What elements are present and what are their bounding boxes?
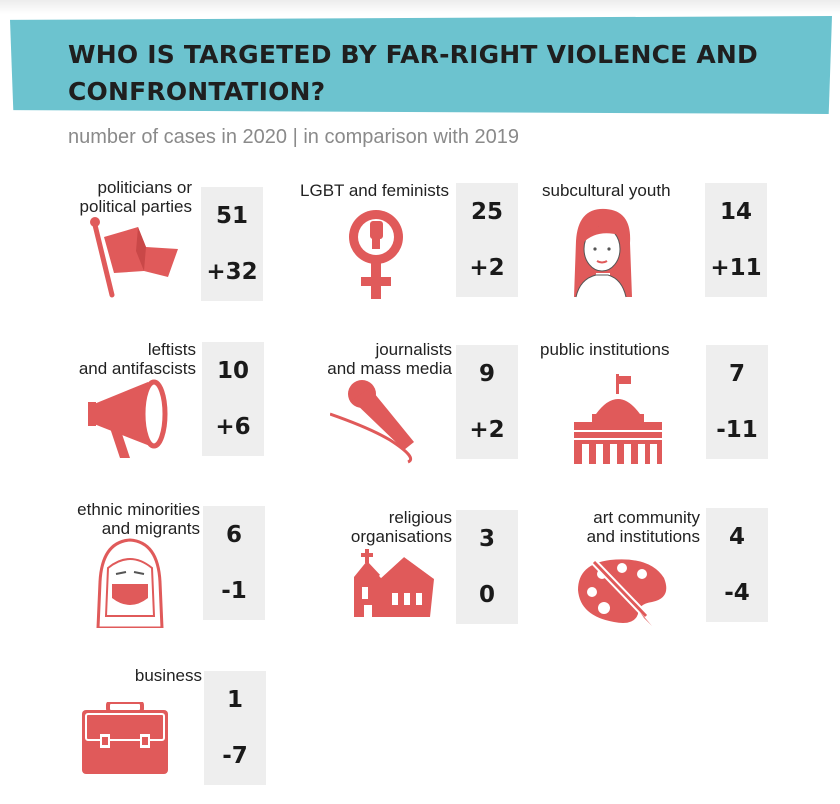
group-label-youth: subcultural youth xyxy=(542,181,671,200)
count-business: 1 xyxy=(204,671,266,729)
change-politicians: +32 xyxy=(201,243,263,301)
headscarf-woman-icon xyxy=(96,538,164,628)
briefcase-icon xyxy=(82,702,168,774)
count-journalists: 9 xyxy=(456,345,518,403)
count-art-community: 4 xyxy=(706,508,768,566)
group-label-art-community: art community and institutions xyxy=(586,508,700,546)
change-youth: +11 xyxy=(705,239,767,297)
group-label-lgbt: LGBT and feminists xyxy=(300,181,449,200)
group-label-leftists: leftists and antifascists xyxy=(78,340,196,378)
group-label-politicians: politicians or political parties xyxy=(79,178,192,216)
change-art-community: -4 xyxy=(706,564,768,622)
page-subtitle: number of cases in 2020 | in comparison … xyxy=(68,126,520,148)
count-youth: 14 xyxy=(705,183,767,241)
count-public-institutions: 7 xyxy=(706,345,768,403)
group-label-public-institutions: public institutions xyxy=(540,340,670,359)
group-label-religious: religious organisations xyxy=(350,508,452,546)
count-leftists: 10 xyxy=(202,342,264,400)
youth-person-icon xyxy=(574,208,632,298)
count-ethnic-minorities: 6 xyxy=(203,506,265,564)
group-label-journalists: journalists and mass media xyxy=(327,340,452,378)
church-icon xyxy=(354,549,435,617)
page-title: WHO IS TARGETED BY FAR-RIGHT VIOLENCE AN… xyxy=(68,40,758,106)
change-lgbt: +2 xyxy=(456,239,518,297)
change-leftists: +6 xyxy=(202,398,264,456)
microphone-icon xyxy=(330,380,414,464)
title-banner xyxy=(10,16,832,114)
change-journalists: +2 xyxy=(456,401,518,459)
group-label-business: business xyxy=(134,666,202,685)
megaphone-icon xyxy=(88,379,168,458)
count-lgbt: 25 xyxy=(456,183,518,241)
feminist-fist-icon xyxy=(349,210,403,299)
group-label-ethnic-minorities: ethnic minorities and migrants xyxy=(77,500,200,538)
count-politicians: 51 xyxy=(201,187,263,245)
capitol-building-icon xyxy=(574,374,662,464)
flag-icon xyxy=(90,217,178,298)
change-religious: 0 xyxy=(456,566,518,624)
paint-palette-icon xyxy=(578,559,667,626)
change-ethnic-minorities: -1 xyxy=(203,562,265,620)
count-religious: 3 xyxy=(456,510,518,568)
change-business: -7 xyxy=(204,727,266,785)
change-public-institutions: -11 xyxy=(706,401,768,459)
top-shadow xyxy=(0,0,840,14)
